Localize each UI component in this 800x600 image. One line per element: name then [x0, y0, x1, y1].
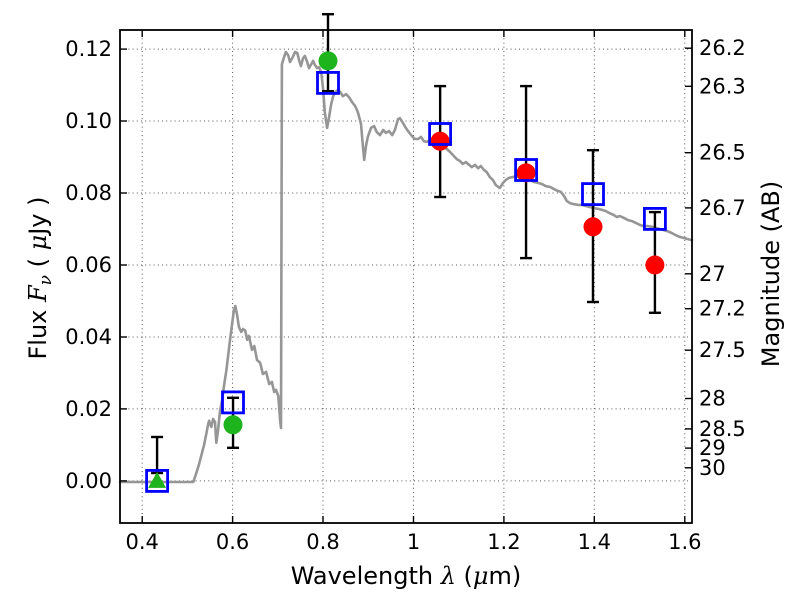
mag-tick-label: 30 [699, 456, 726, 480]
observed-point-green [318, 51, 338, 71]
model-photometry-square [428, 122, 453, 146]
x-tick-label: 1.4 [578, 530, 611, 554]
y-axis-label-right: Magnitude (AB) [757, 181, 785, 367]
axis-label-segment: ( [456, 562, 473, 590]
flux-tick-label: 0.12 [65, 37, 112, 61]
mag-tick-label: 27.2 [699, 297, 746, 321]
observed-point-red [645, 255, 665, 275]
x-tick-label: 0.4 [125, 530, 158, 554]
upper-limit-triangle [148, 471, 167, 488]
x-tick-label: 0.6 [216, 530, 249, 554]
observed-point-red [583, 217, 603, 237]
mag-tick-label: 29 [699, 436, 726, 460]
model-photometry-square [643, 206, 667, 231]
flux-tick-label: 0.10 [65, 109, 112, 133]
axis-label-segment: λ [440, 562, 456, 590]
x-axis-label: Wavelength λ (μm) [291, 562, 522, 590]
axis-label-segment: F [24, 284, 52, 303]
mag-tick-label: 27 [699, 262, 726, 286]
axes-frame [119, 29, 693, 524]
observed-point-green [223, 415, 243, 435]
axis-label-segment: ν [36, 275, 56, 285]
flux-tick-label: 0.02 [65, 397, 112, 421]
mag-tick-label: 26.7 [699, 196, 746, 220]
chart-generated-layer: 0.4 0.6 0.8 1 1.2 1.4 1.6 0.00 0.02 0.04 0.06 0.08 0… [65, 12, 746, 554]
model-photometry-square [145, 468, 170, 493]
model-photometry-square [514, 158, 538, 182]
x-tick-label: 1.6 [668, 530, 701, 554]
mag-tick-label: 27.5 [699, 338, 746, 362]
model-photometry-square [316, 71, 340, 95]
model-photometry-square [221, 390, 245, 415]
x-tick-label: 0.8 [306, 530, 339, 554]
mag-tick-label: 28.5 [699, 417, 746, 441]
axis-label-segment: μ [24, 235, 52, 251]
flux-tick-label: 0.00 [65, 469, 112, 493]
flux-tick-label: 0.04 [65, 325, 112, 349]
axis-label-segment: ( [24, 250, 52, 275]
axis-label-segment: Wavelength [291, 562, 441, 590]
mag-tick-label: 26.2 [699, 36, 746, 60]
observed-point-red [430, 131, 450, 151]
x-tick-label: 1 [407, 530, 420, 554]
x-tick-label: 1.2 [487, 530, 520, 554]
mag-tick-label: 28 [699, 387, 726, 411]
mag-tick-label: 26.3 [699, 74, 746, 98]
flux-tick-label: 0.06 [65, 253, 112, 277]
model-spectrum-line [118, 50, 694, 484]
model-photometry-square [581, 182, 605, 207]
axis-label-segment: Flux [24, 302, 52, 360]
axis-label-segment: m) [489, 562, 522, 590]
mag-tick-label: 26.5 [699, 141, 746, 165]
axis-label-segment: μ [473, 562, 489, 590]
flux-tick-label: 0.08 [65, 181, 112, 205]
y-axis-label-left: Flux Fν ( μJy ) [24, 196, 56, 359]
observed-point-red [516, 163, 536, 183]
axis-label-segment: Jy ) [24, 196, 52, 236]
